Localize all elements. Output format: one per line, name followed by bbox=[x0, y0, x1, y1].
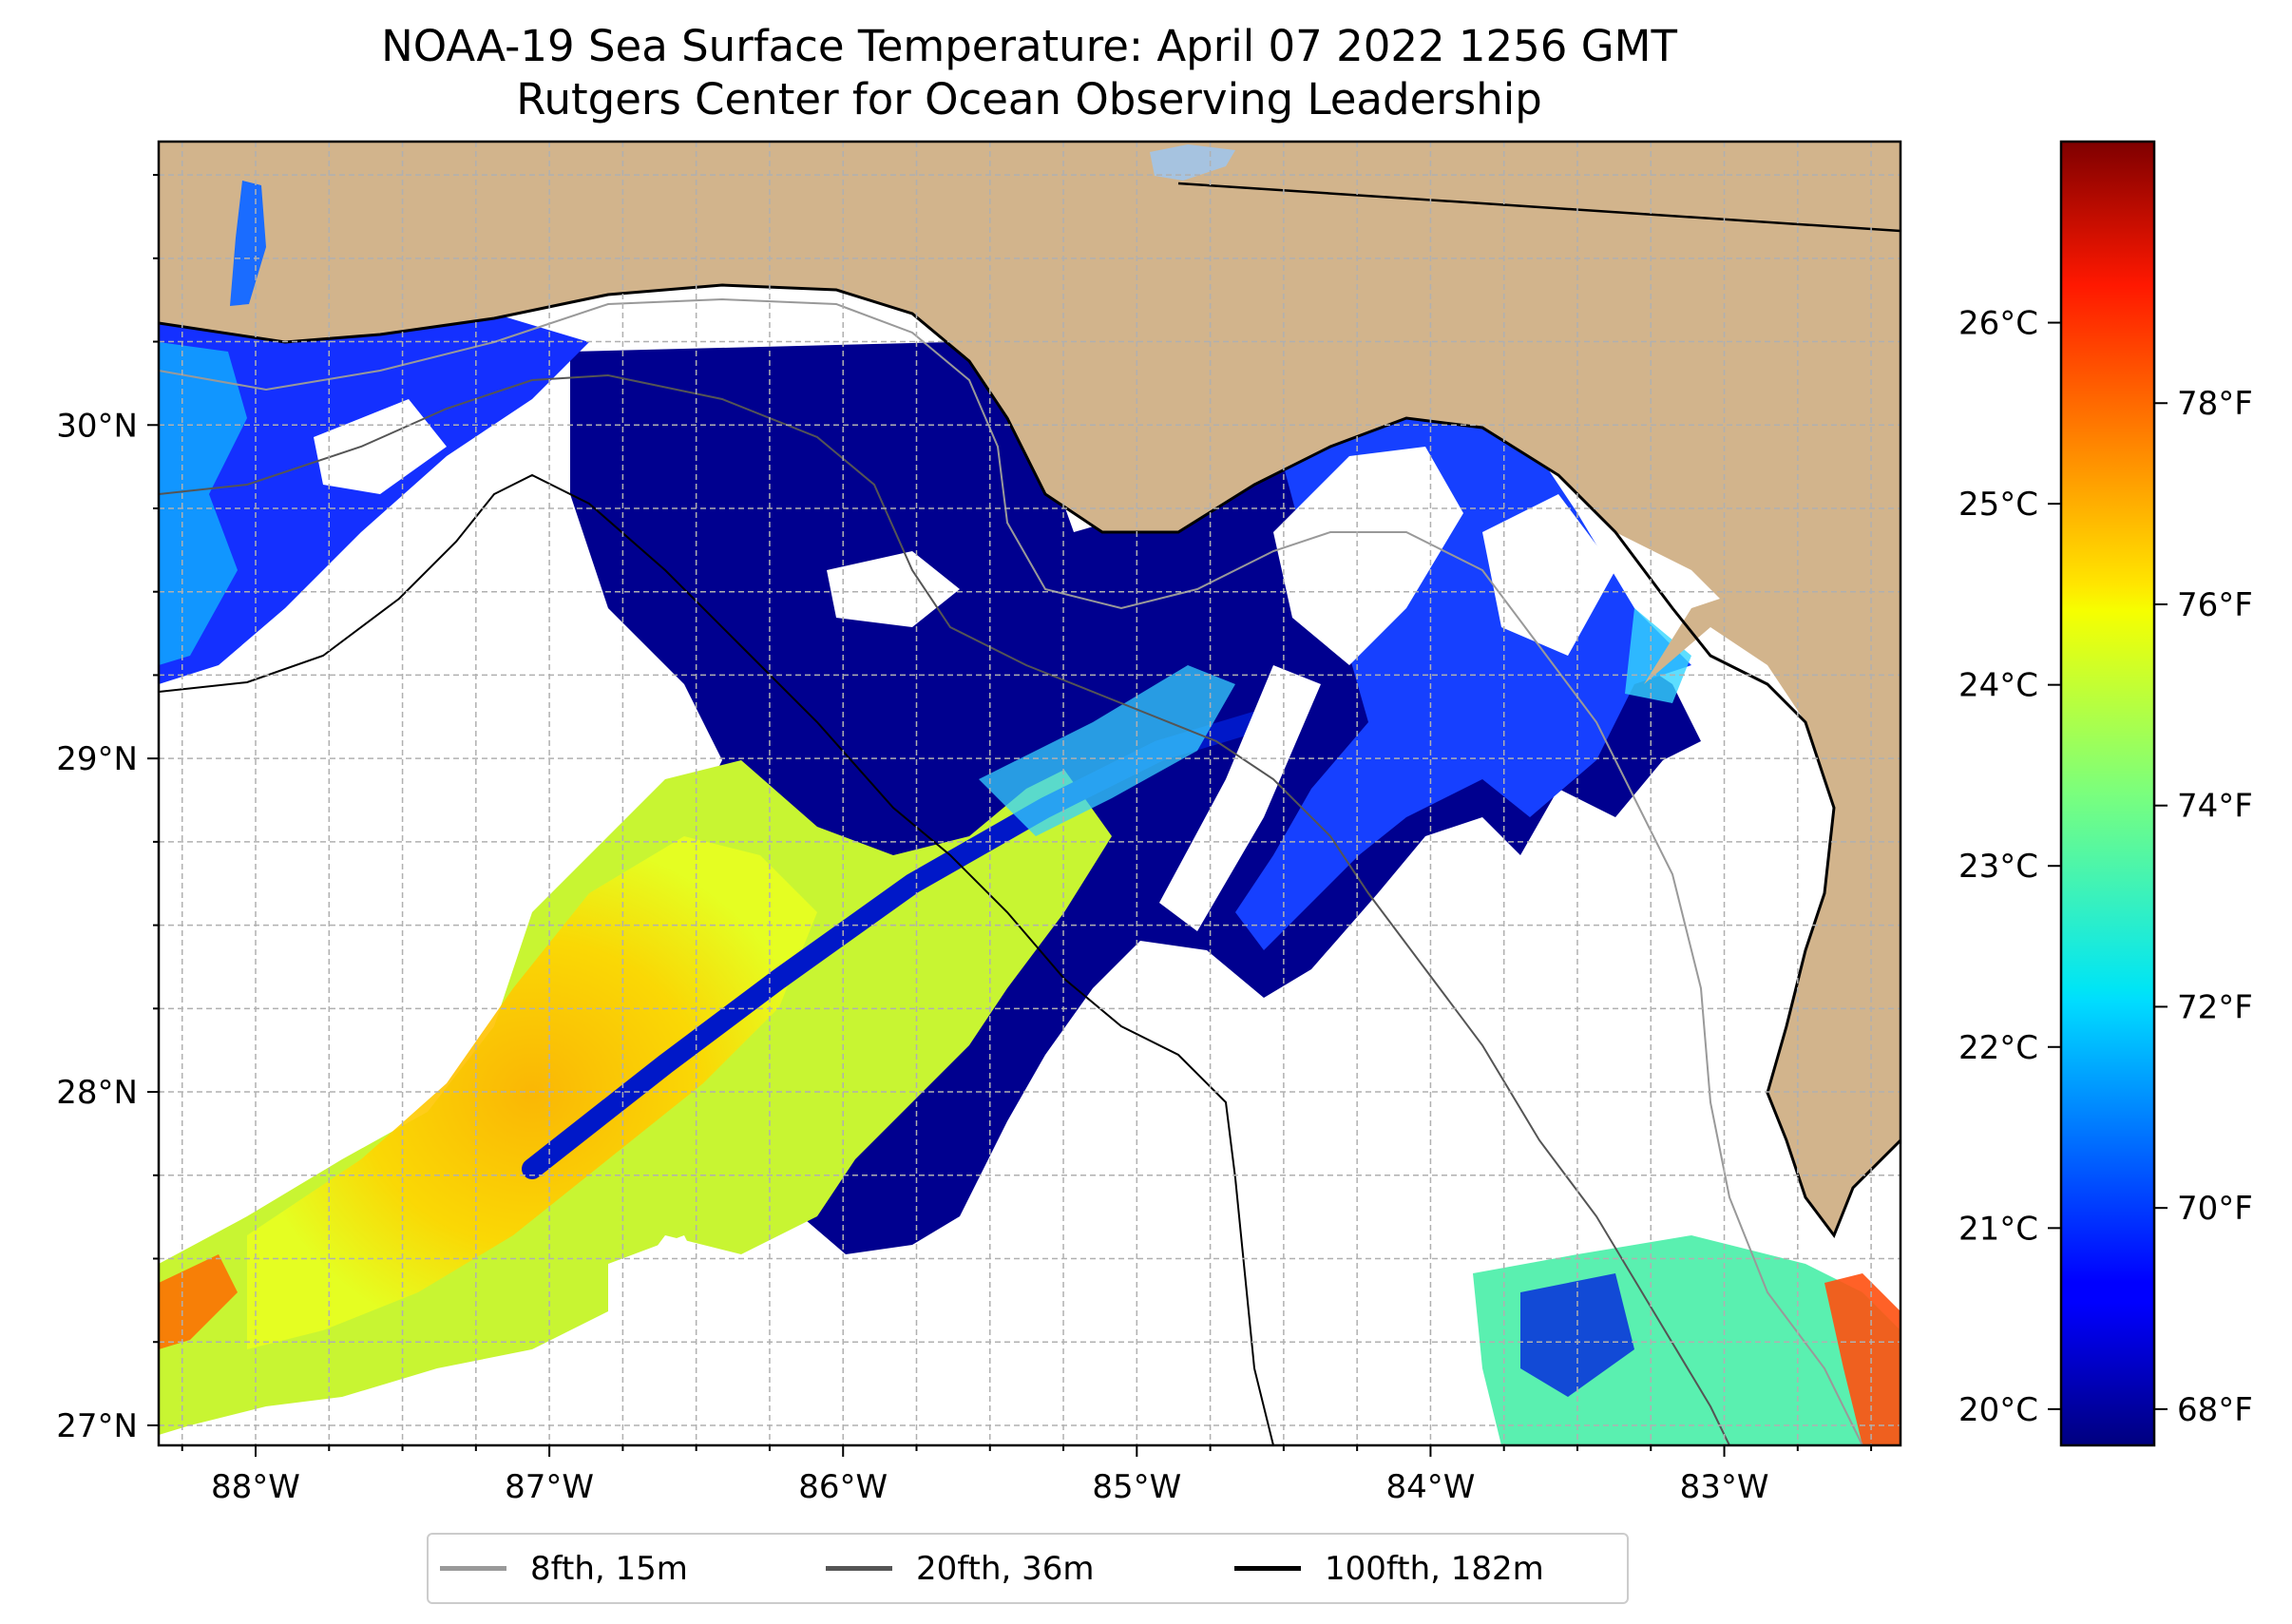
fahrenheit-tick-label: 70°F bbox=[2177, 1190, 2253, 1228]
x-axis: 88°W 87°W 86°W 85°W 84°W 83°W bbox=[181, 1445, 1873, 1506]
colorbar-celsius-axis: 20°C 21°C 22°C 23°C 24°C 25°C 26°C bbox=[1958, 305, 2061, 1429]
sst-warm-edge bbox=[159, 1254, 238, 1349]
celsius-tick-label: 25°C bbox=[1958, 486, 2038, 524]
contour-182m bbox=[159, 473, 1274, 1445]
sst-west-shelf-cyan bbox=[159, 342, 247, 665]
mobile-bay-water bbox=[230, 181, 266, 306]
legend-item-36m: 20fth, 36m bbox=[826, 1535, 1095, 1602]
cloud-gap-east-1 bbox=[1273, 447, 1463, 665]
x-tick-label: 84°W bbox=[1385, 1468, 1475, 1506]
y-axis: 27°N 28°N 29°N 30°N bbox=[56, 174, 159, 1445]
land-north bbox=[159, 142, 1900, 722]
sst-warm-core bbox=[247, 836, 817, 1349]
gridlines bbox=[159, 142, 1900, 1445]
fahrenheit-tick-label: 76°F bbox=[2177, 586, 2253, 624]
fahrenheit-tick-label: 72°F bbox=[2177, 988, 2253, 1026]
y-tick-label: 30°N bbox=[56, 407, 138, 445]
sst-east-shelf-cyan bbox=[1625, 608, 1691, 703]
x-tick-label: 86°W bbox=[798, 1468, 888, 1506]
legend-swatch bbox=[440, 1566, 506, 1571]
map-frame bbox=[157, 140, 1902, 1447]
legend-label: 20fth, 36m bbox=[916, 1549, 1095, 1588]
celsius-tick-label: 26°C bbox=[1958, 305, 2038, 343]
x-tick-label: 85°W bbox=[1092, 1468, 1181, 1506]
colorbar: 20°C 21°C 22°C 23°C 24°C 25°C 26°C 68°F 70°F 72°… bbox=[1958, 140, 2253, 1447]
celsius-tick-label: 21°C bbox=[1958, 1210, 2038, 1248]
cloud-gap-south bbox=[608, 1235, 722, 1350]
lake-water-body bbox=[1150, 144, 1235, 181]
x-tick-label: 88°W bbox=[211, 1468, 300, 1506]
y-tick-label: 27°N bbox=[56, 1407, 138, 1445]
colorbar-gradient bbox=[2059, 140, 2156, 1447]
celsius-tick-label: 20°C bbox=[1958, 1391, 2038, 1429]
fahrenheit-tick-label: 78°F bbox=[2177, 385, 2253, 423]
x-tick-label: 87°W bbox=[505, 1468, 594, 1506]
map-panel bbox=[159, 142, 1900, 1445]
fahrenheit-tick-label: 74°F bbox=[2177, 788, 2253, 826]
legend: 8fth, 15m 20fth, 36m 100fth, 182m bbox=[427, 1533, 1629, 1604]
fahrenheit-tick-label: 68°F bbox=[2177, 1391, 2253, 1429]
colorbar-fahrenheit-axis: 68°F 70°F 72°F 74°F 76°F 78°F bbox=[2154, 385, 2253, 1429]
map-title: NOAA-19 Sea Surface Temperature: April 0… bbox=[381, 21, 1677, 71]
cloud-gap-central bbox=[827, 551, 960, 627]
legend-item-182m: 100fth, 182m bbox=[1234, 1535, 1544, 1602]
legend-swatch bbox=[1234, 1566, 1301, 1571]
legend-item-15m: 8fth, 15m bbox=[440, 1535, 688, 1602]
coastline bbox=[159, 283, 1900, 1239]
y-tick-label: 29°N bbox=[56, 740, 138, 778]
celsius-tick-label: 23°C bbox=[1958, 848, 2038, 886]
legend-swatch bbox=[826, 1566, 892, 1571]
cloud-gap-east-band bbox=[1159, 665, 1321, 931]
celsius-tick-label: 22°C bbox=[1958, 1029, 2038, 1067]
celsius-tick-label: 24°C bbox=[1958, 667, 2038, 705]
x-tick-label: 83°W bbox=[1680, 1468, 1769, 1506]
contour-15m bbox=[159, 297, 1863, 1445]
sst-coastal-warm bbox=[1824, 1273, 1900, 1445]
y-tick-label: 28°N bbox=[56, 1074, 138, 1112]
map-subtitle: Rutgers Center for Ocean Observing Leade… bbox=[516, 74, 1542, 124]
sst-mid-band bbox=[979, 665, 1235, 836]
land-florida-peninsula bbox=[1644, 589, 1900, 1235]
legend-label: 8fth, 15m bbox=[530, 1549, 688, 1588]
contour-36m bbox=[159, 373, 1730, 1445]
state-border bbox=[1177, 182, 1900, 233]
legend-label: 100fth, 182m bbox=[1325, 1549, 1544, 1588]
